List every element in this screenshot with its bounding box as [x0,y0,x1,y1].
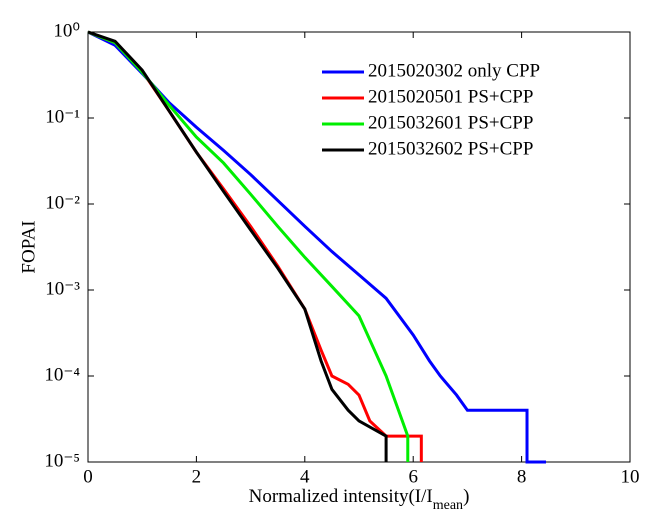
series-line [87,30,388,462]
x-tick-label: 4 [300,466,310,487]
x-label-main: Normalized intensity(I/I [249,486,433,507]
series-line [87,30,546,464]
x-tick-label: 8 [517,466,527,487]
legend-label: 2015020501 PS+CPP [368,86,533,107]
x-tick-label: 10 [621,466,640,487]
x-axis-label: Normalized intensity(I/Imean) [249,486,470,513]
y-tick-label: 10⁻⁴ [44,364,80,385]
x-tick-label: 6 [408,466,418,487]
plot-frame [87,31,631,463]
legend-label: 2015032602 PS+CPP [368,138,533,159]
x-tick-label: 2 [192,466,202,487]
legend-label: 2015032601 PS+CPP [368,112,533,133]
y-tick-label: 10⁰ [53,20,80,41]
y-tick-label: 10⁻² [45,192,80,213]
y-tick-label: 10⁻³ [45,278,80,299]
legend-label: 2015020302 only CPP [368,60,540,81]
y-tick-label: 10⁻⁵ [44,450,80,471]
y-tick-label: 10⁻¹ [45,106,80,127]
y-axis-label: FOPAI [18,220,39,273]
x-tick-label: 0 [83,466,93,487]
x-label-end: ) [463,486,469,507]
x-label-sub: mean [433,498,463,513]
